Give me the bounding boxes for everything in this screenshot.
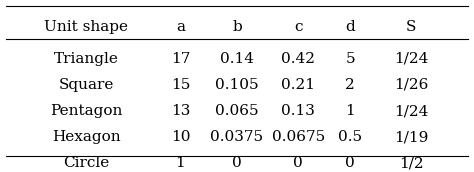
Text: 10: 10 — [171, 130, 190, 144]
Text: d: d — [345, 20, 355, 34]
Text: Pentagon: Pentagon — [50, 104, 122, 118]
Text: 0.13: 0.13 — [282, 104, 315, 118]
Text: 13: 13 — [171, 104, 190, 118]
Text: b: b — [232, 20, 242, 34]
Text: 0.0375: 0.0375 — [210, 130, 264, 144]
Text: c: c — [294, 20, 302, 34]
Text: Unit shape: Unit shape — [44, 20, 128, 34]
Text: 1: 1 — [345, 104, 355, 118]
Text: 1: 1 — [175, 156, 185, 170]
Text: 1/19: 1/19 — [394, 130, 428, 144]
Text: 1/26: 1/26 — [394, 78, 428, 92]
Text: Triangle: Triangle — [54, 52, 118, 66]
Text: 2: 2 — [345, 78, 355, 92]
Text: 5: 5 — [345, 52, 355, 66]
Text: 1/24: 1/24 — [394, 52, 428, 66]
Text: 0.42: 0.42 — [281, 52, 315, 66]
Text: Circle: Circle — [63, 156, 109, 170]
Text: 17: 17 — [171, 52, 190, 66]
Text: 1/2: 1/2 — [399, 156, 424, 170]
Text: Square: Square — [58, 78, 114, 92]
Text: 1/24: 1/24 — [394, 104, 428, 118]
Text: 0.105: 0.105 — [215, 78, 259, 92]
Text: 0: 0 — [232, 156, 242, 170]
Text: 0.21: 0.21 — [281, 78, 315, 92]
Text: 0: 0 — [293, 156, 303, 170]
Text: Hexagon: Hexagon — [52, 130, 120, 144]
Text: 0: 0 — [345, 156, 355, 170]
Text: 15: 15 — [171, 78, 190, 92]
Text: 0.065: 0.065 — [215, 104, 259, 118]
Text: a: a — [176, 20, 185, 34]
Text: 0.0675: 0.0675 — [272, 130, 325, 144]
Text: S: S — [406, 20, 417, 34]
Text: 0.5: 0.5 — [338, 130, 362, 144]
Text: 0.14: 0.14 — [220, 52, 254, 66]
